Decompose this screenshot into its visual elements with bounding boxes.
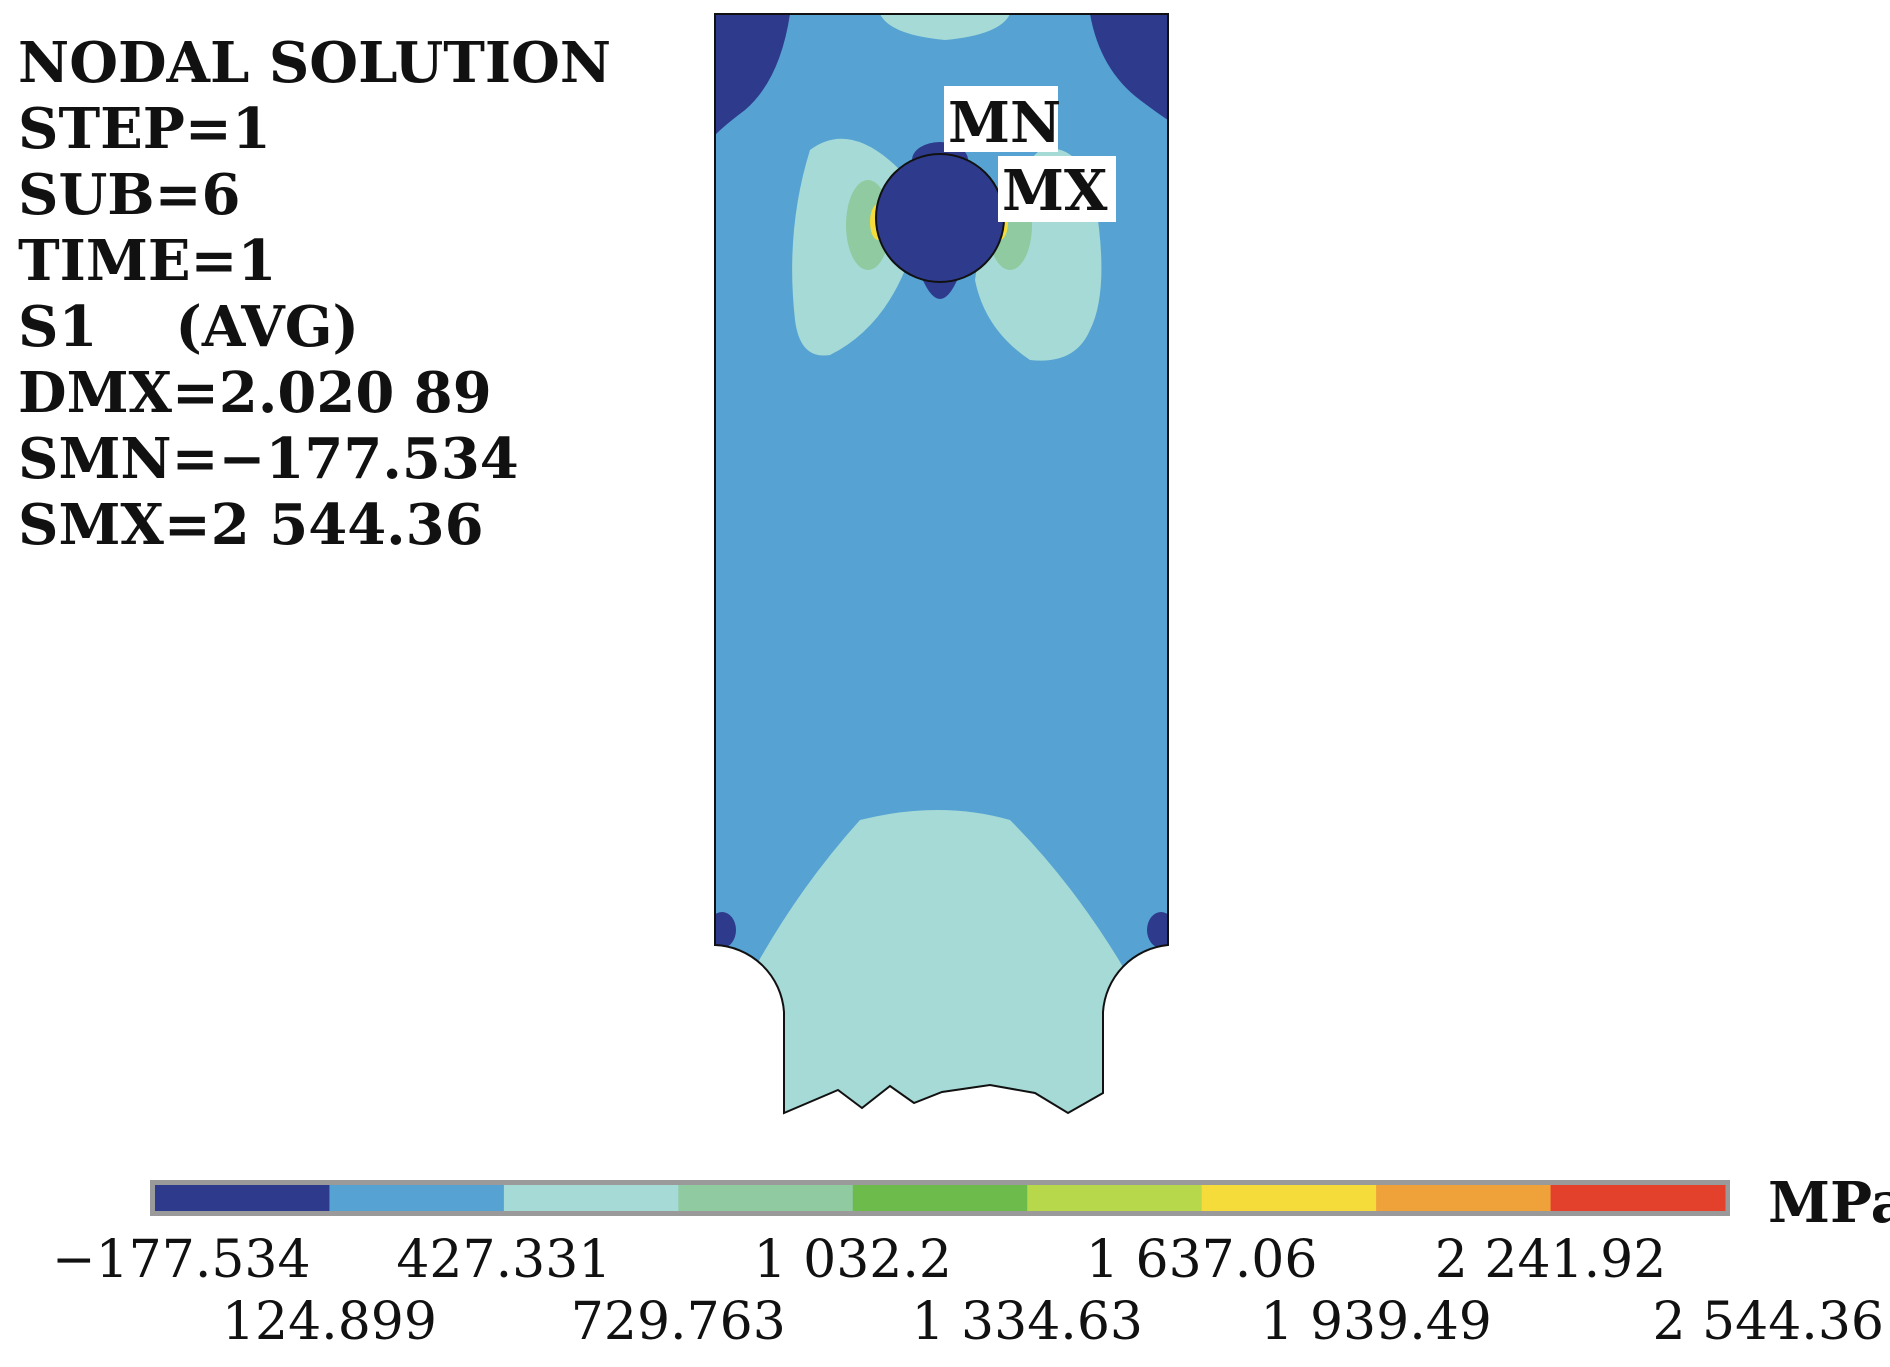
legend-label-top: 1 637.06 (1085, 1230, 1318, 1290)
legend-unit: MPa (1768, 1170, 1890, 1236)
legend-segment (155, 1185, 330, 1211)
legend-label-top: 427.331 (396, 1230, 612, 1290)
legend-segment (1376, 1185, 1552, 1211)
legend-segment (503, 1185, 679, 1211)
info-line-step: STEP=1 (18, 96, 271, 162)
region-low-top-left (715, 14, 790, 135)
legend-label-bottom: 729.763 (570, 1292, 786, 1352)
region-low-bottom-right (1147, 912, 1168, 948)
legend-segment (678, 1185, 854, 1211)
max-marker-box (998, 156, 1116, 222)
legend-label-bottom: 124.899 (221, 1292, 437, 1352)
region-mid-top (880, 14, 1010, 40)
legend-segment (329, 1185, 505, 1211)
region-mid-bottom (715, 810, 1168, 1113)
info-line-title: NODAL SOLUTION (18, 30, 612, 96)
legend-label-bottom: 1 334.63 (911, 1292, 1143, 1352)
legend-label-top: 1 032.2 (753, 1230, 953, 1290)
model-outline (714, 13, 1169, 1115)
legend-segment (1201, 1185, 1377, 1211)
region-low-top-right (1090, 14, 1168, 120)
min-marker-label: MN (948, 90, 1061, 156)
legend-label-top: −177.534 (52, 1230, 311, 1290)
info-line-time: TIME=1 (18, 228, 277, 294)
max-marker-label: MX (1002, 158, 1108, 224)
region-low-bottom-left (715, 912, 736, 948)
info-line-result: S1 (AVG) (18, 294, 360, 360)
legend-segment (1027, 1185, 1203, 1211)
legend-segment (852, 1185, 1028, 1211)
info-line-sub: SUB=6 (18, 162, 241, 228)
legend-color-bar (150, 1180, 1730, 1216)
min-marker-box (944, 86, 1058, 152)
legend-segment (1550, 1185, 1726, 1211)
legend-label-bottom: 1 939.49 (1260, 1292, 1492, 1352)
legend-label-bottom: 2 544.36 (1652, 1292, 1884, 1352)
info-line-smx: SMX=2 544.36 (18, 492, 484, 558)
solution-info-panel: NODAL SOLUTION STEP=1 SUB=6 TIME=1 S1 (A… (18, 30, 611, 558)
info-line-dmx: DMX=2.020 89 (18, 360, 492, 426)
model-hole (875, 153, 1005, 283)
info-line-smn: SMN=−177.534 (18, 426, 519, 492)
legend-label-top: 2 241.92 (1434, 1230, 1667, 1290)
